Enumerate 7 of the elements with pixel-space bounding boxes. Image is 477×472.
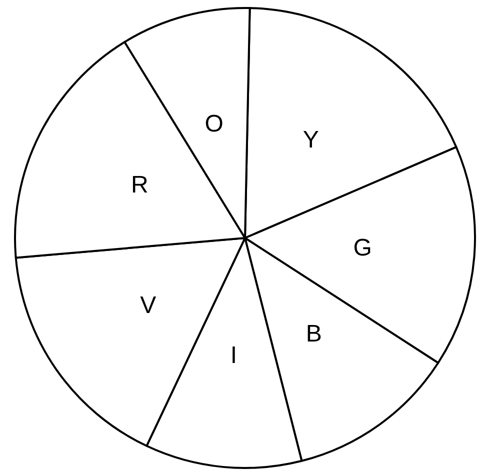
slice-label: Y	[302, 126, 319, 154]
slice-label: I	[230, 342, 237, 369]
slice-label: G	[353, 234, 372, 262]
slice-label: O	[204, 110, 224, 138]
slice-label: B	[306, 320, 322, 348]
slice-label: V	[140, 292, 156, 319]
slice-label: R	[130, 171, 148, 198]
